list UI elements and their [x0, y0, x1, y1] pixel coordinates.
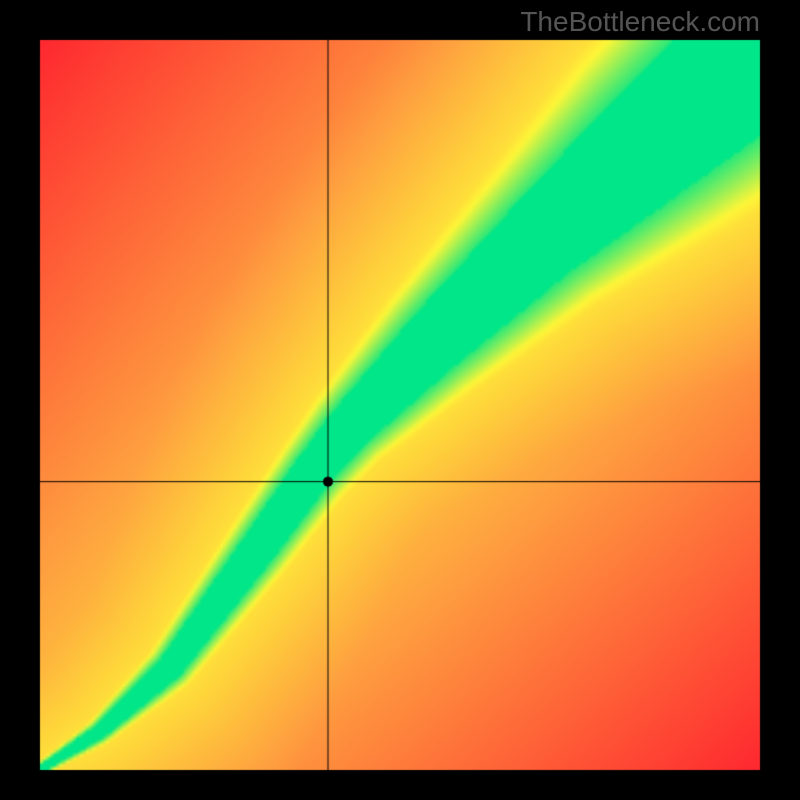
bottleneck-heatmap	[0, 0, 800, 800]
watermark-text: TheBottleneck.com	[520, 6, 760, 38]
